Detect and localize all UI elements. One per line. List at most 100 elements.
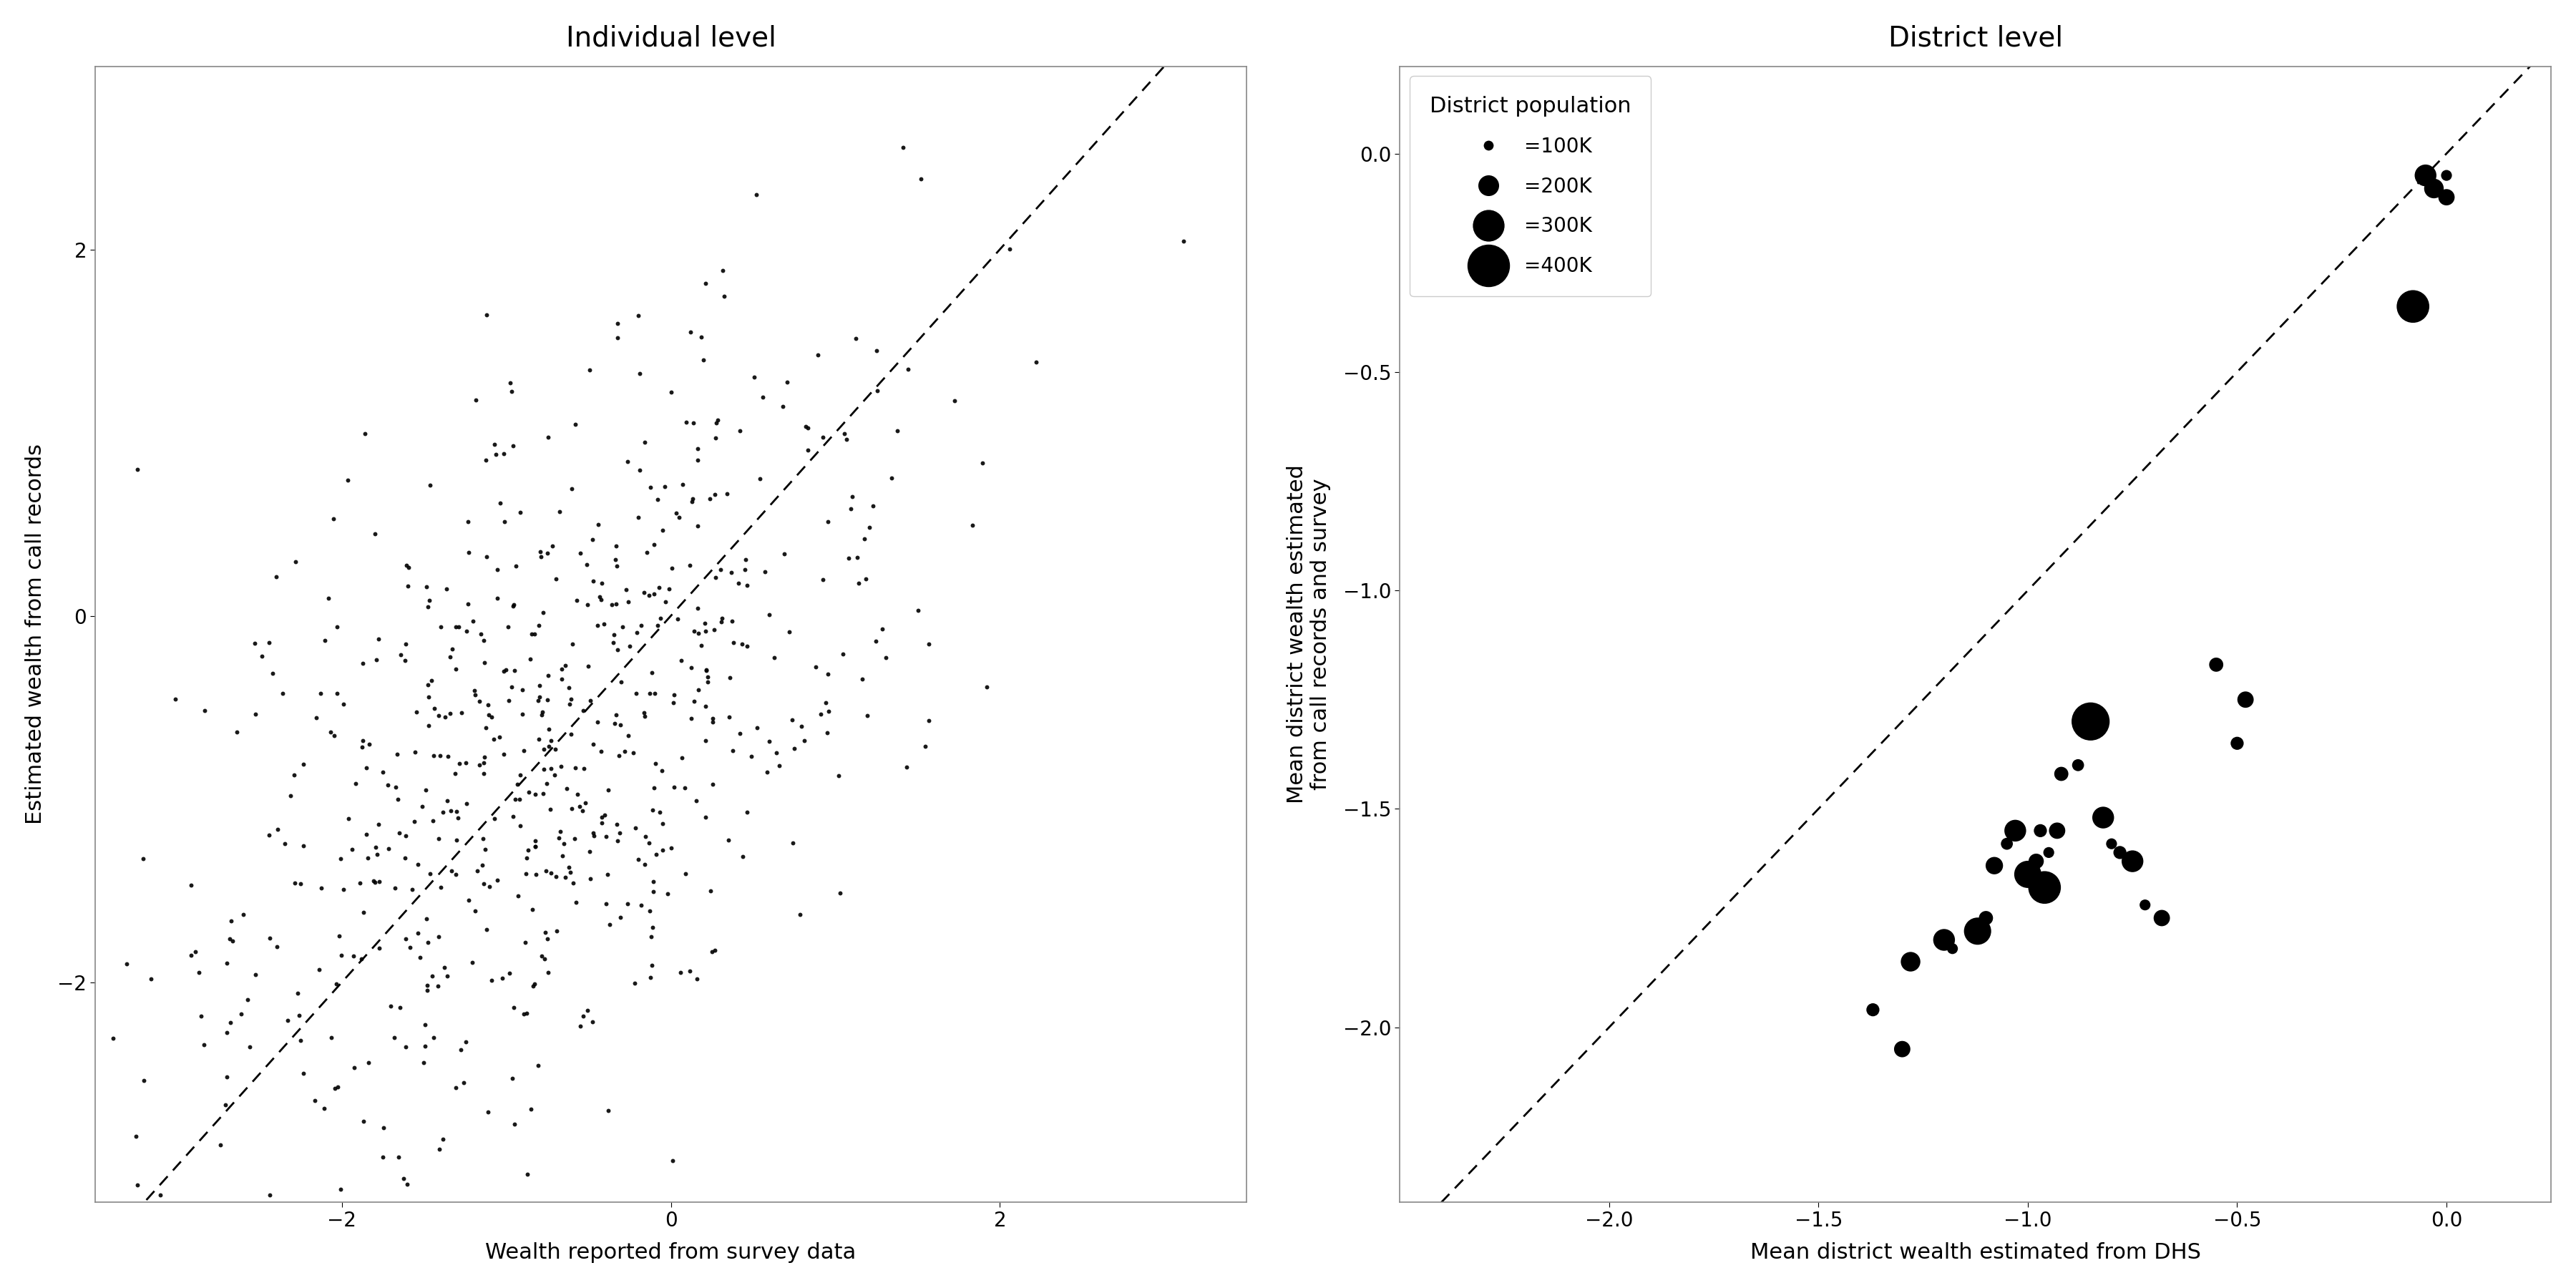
Point [355, 649, 397, 670]
Point [2040, 764, 2081, 784]
Point [363, 1146, 404, 1167]
Point [250, 824, 291, 845]
Point [464, 873, 505, 894]
Point [240, 1217, 281, 1238]
Point [1965, 908, 2007, 929]
Point [806, 723, 848, 743]
Point [484, 743, 526, 764]
Point [526, 860, 567, 881]
Point [572, 1012, 613, 1033]
Point [502, 741, 544, 761]
Point [580, 590, 621, 611]
Point [397, 702, 438, 723]
Point [711, 563, 752, 583]
Point [412, 1028, 453, 1048]
Point [641, 840, 683, 860]
Point [386, 1173, 428, 1194]
Point [116, 1175, 157, 1195]
Point [425, 578, 466, 599]
Point [636, 616, 677, 636]
Point [492, 594, 533, 614]
Point [495, 661, 536, 681]
Point [526, 922, 567, 943]
Point [755, 647, 796, 667]
Point [685, 659, 726, 680]
Point [757, 756, 799, 777]
Point [412, 966, 453, 987]
Point [358, 629, 399, 649]
Point [495, 788, 536, 809]
Point [659, 650, 701, 671]
Point [559, 796, 600, 817]
Point [644, 477, 685, 497]
Point [750, 730, 791, 751]
Point [595, 712, 636, 733]
Point [448, 594, 489, 614]
Point [1891, 952, 1932, 972]
Point [657, 608, 698, 629]
Point [549, 677, 590, 698]
Point [824, 424, 866, 444]
Point [562, 1006, 603, 1027]
Point [528, 689, 569, 710]
Point [116, 1126, 157, 1146]
Point [659, 507, 701, 528]
Point [314, 725, 355, 746]
Point [430, 860, 471, 881]
Point [487, 617, 528, 638]
Point [690, 942, 732, 962]
Point [474, 729, 515, 750]
Point [469, 694, 510, 715]
Point [703, 260, 744, 281]
Point [608, 452, 649, 473]
Point [598, 823, 639, 844]
Point [386, 576, 428, 596]
Point [299, 960, 340, 980]
Point [781, 716, 822, 737]
Point [358, 938, 399, 958]
Point [399, 947, 440, 967]
Point [374, 1028, 415, 1048]
Point [909, 634, 951, 654]
Point [595, 536, 636, 556]
Point [647, 884, 688, 904]
Point [376, 777, 417, 797]
Point [417, 828, 459, 849]
Point [319, 1179, 361, 1199]
Point [518, 729, 559, 750]
Point [788, 439, 829, 460]
Point [855, 631, 896, 652]
Point [446, 1032, 487, 1052]
Point [363, 1117, 404, 1137]
Point [520, 945, 562, 966]
Point [623, 582, 665, 603]
Point [701, 559, 742, 580]
Point [459, 692, 500, 712]
Point [206, 1066, 247, 1087]
Point [961, 452, 1002, 473]
Point [319, 926, 361, 947]
Point [477, 871, 518, 891]
Point [541, 658, 582, 679]
Point [348, 734, 389, 755]
Point [636, 489, 677, 510]
Point [714, 632, 755, 653]
Point [484, 443, 526, 464]
Point [477, 587, 518, 608]
Point [500, 788, 541, 809]
Point [639, 801, 680, 822]
Point [446, 752, 487, 773]
Point [363, 762, 404, 783]
Point [410, 474, 451, 495]
Point [474, 434, 515, 455]
Point [701, 608, 742, 629]
Point [340, 737, 381, 757]
Point [255, 936, 296, 957]
Point [693, 711, 734, 732]
Point [848, 705, 889, 725]
Point [368, 838, 410, 859]
Point [430, 647, 471, 667]
Point [829, 498, 871, 519]
Point [435, 801, 477, 822]
Point [528, 719, 569, 739]
